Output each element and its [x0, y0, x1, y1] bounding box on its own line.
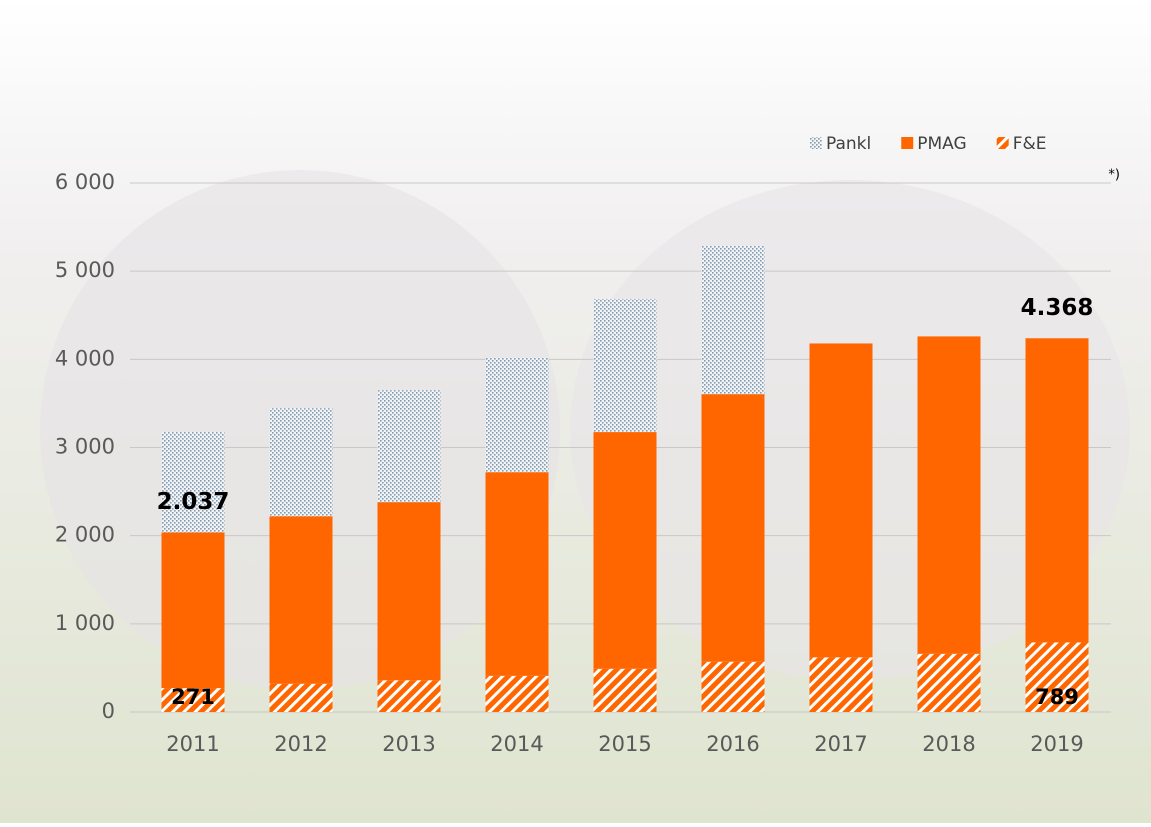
x-tick-label: 2014 [490, 732, 543, 756]
bar-segment [485, 357, 549, 473]
y-tick-label: 0 [102, 699, 115, 723]
legend-label: PMAG [917, 134, 966, 154]
bar-segment [161, 688, 225, 712]
bar-segment [701, 394, 765, 662]
bar-segment [593, 668, 657, 712]
bar-segment [593, 432, 657, 669]
annotation: *) [1108, 168, 1120, 183]
legend-swatch [901, 137, 914, 149]
legend-label: Pankl [826, 134, 871, 154]
x-tick-label: 2011 [166, 732, 219, 756]
x-tick-label: 2015 [598, 732, 651, 756]
y-tick-label: 1 000 [55, 611, 115, 635]
bar-segment [485, 675, 549, 712]
bar-segment [1025, 338, 1089, 643]
bar-segment [161, 532, 225, 689]
annotation: 4.368 [1021, 295, 1094, 321]
bar-segment [377, 502, 441, 681]
bar-segment [593, 298, 657, 433]
bar-segment [809, 657, 873, 712]
annotation: 2.037 [157, 489, 230, 515]
x-tick-label: 2018 [922, 732, 975, 756]
x-tick-label: 2012 [274, 732, 327, 756]
bar-segment [917, 336, 981, 654]
y-tick-label: 4 000 [55, 346, 115, 370]
bar-segment [809, 343, 873, 658]
y-tick-label: 5 000 [55, 258, 115, 282]
bar-segment [917, 653, 981, 712]
bar-segment [269, 683, 333, 712]
bar-segment [269, 408, 333, 517]
legend-label: F&E [1013, 134, 1047, 154]
bar-segment [701, 661, 765, 712]
x-tick-label: 2017 [814, 732, 867, 756]
y-tick-label: 2 000 [55, 523, 115, 547]
legend-swatch [996, 137, 1009, 149]
y-tick-label: 6 000 [55, 170, 115, 194]
x-tick-label: 2013 [382, 732, 435, 756]
data-label: 271 [171, 685, 215, 709]
bar-segment [377, 680, 441, 712]
x-tick-label: 2019 [1030, 732, 1083, 756]
data-label: 789 [1035, 685, 1079, 709]
legend-swatch [810, 137, 822, 149]
bar-segment [1025, 642, 1089, 712]
bar-segment [377, 390, 441, 503]
bar-segment [485, 472, 549, 676]
y-tick-label: 3 000 [55, 435, 115, 459]
bar-segment [161, 432, 225, 533]
x-tick-label: 2016 [706, 732, 759, 756]
bar-segment [269, 516, 333, 684]
bar-segment [701, 246, 765, 395]
